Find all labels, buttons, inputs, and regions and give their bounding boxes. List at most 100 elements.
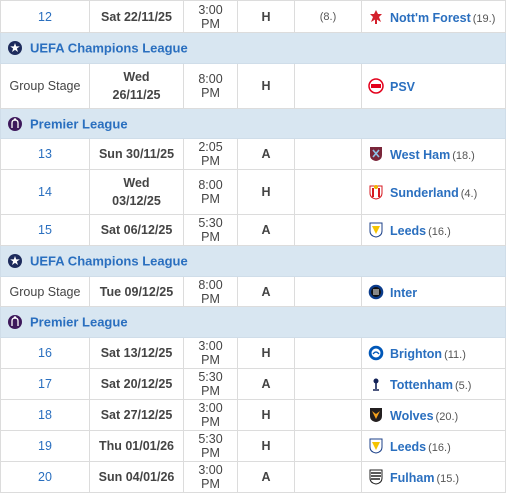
own-position-cell (294, 63, 362, 109)
competition-title[interactable]: UEFA Champions League (30, 253, 188, 269)
date-cell: Sat 22/11/25 (89, 0, 184, 33)
opponent-position: (16.) (428, 442, 451, 454)
kickoff-time-cell: 3:00 PM (183, 337, 238, 369)
fulham-crest-icon (368, 469, 384, 485)
leeds-crest-icon (368, 438, 384, 454)
competition-header: Premier League (0, 306, 506, 338)
date-cell: Sat 27/12/25 (89, 399, 184, 431)
kickoff-time-cell: 5:30 PM (183, 368, 238, 400)
opponent-link[interactable]: Tottenham (390, 378, 453, 392)
opponent-link[interactable]: Nott'm Forest (390, 10, 471, 25)
champions-league-icon (7, 253, 23, 269)
kickoff-time-cell: 5:30 PM (183, 430, 238, 462)
date-line: Thu 01/01/26 (98, 439, 175, 453)
competition-header: Premier League (0, 108, 506, 139)
fixture-row: 14 Wed 03/12/25 8:00 PM H Sunderland (4.) (0, 169, 506, 215)
opponent-position: (20.) (435, 411, 459, 423)
date-cell: Thu 01/01/26 (89, 430, 184, 462)
date-line: Sun 30/11/25 (98, 147, 175, 161)
kickoff-time-cell: 3:00 PM (183, 399, 238, 431)
date-line: Wed (123, 70, 150, 84)
date-cell: Sat 13/12/25 (89, 337, 184, 369)
date-line: 26/11/25 (112, 88, 161, 102)
kickoff-time-cell: 3:00 PM (183, 461, 238, 493)
venue-cell: A (237, 214, 295, 246)
wolves-crest-icon (368, 407, 384, 423)
venue-cell: H (237, 169, 295, 215)
opponent-link[interactable]: Wolves (390, 409, 434, 423)
competition-title[interactable]: Premier League (30, 116, 128, 131)
date-line: Wed (123, 176, 150, 190)
kickoff-time-cell: 3:00 PM (183, 0, 238, 33)
date-cell: Wed 26/11/25 (89, 63, 184, 109)
venue-cell: H (237, 399, 295, 431)
own-position-cell (294, 138, 362, 170)
competition-header: UEFA Champions League (0, 32, 506, 64)
opponent-link[interactable]: Fulham (390, 471, 435, 485)
own-position-cell (294, 214, 362, 246)
opponent-cell: Brighton (11.) (361, 337, 506, 369)
psv-crest-icon (368, 78, 384, 94)
opponent-link[interactable]: Sunderland (390, 186, 459, 200)
round-cell: 17 (0, 368, 90, 400)
opponent-cell: West Ham (18.) (361, 138, 506, 170)
opponent-position: (15.) (436, 473, 460, 485)
date-cell: Sun 04/01/26 (89, 461, 184, 493)
venue-cell: A (237, 461, 295, 493)
competition-title[interactable]: Premier League (30, 314, 128, 330)
opponent-link[interactable]: Leeds (390, 224, 427, 238)
kickoff-time-cell: 2:05 PM (183, 138, 238, 170)
own-position-cell (294, 399, 362, 431)
kickoff-time-cell: 5:30 PM (183, 214, 238, 246)
fixture-row: 16 Sat 13/12/25 3:00 PM H Brighton (11.) (0, 337, 506, 369)
champions-league-icon (7, 40, 23, 56)
competition-title[interactable]: UEFA Champions League (30, 40, 188, 56)
opponent-link[interactable]: Brighton (390, 347, 443, 361)
own-position-cell (294, 368, 362, 400)
kickoff-time-cell: 8:00 PM (183, 276, 238, 307)
venue-cell: A (237, 276, 295, 307)
opponent-position: (5.) (454, 380, 472, 392)
date-line: Sat 20/12/25 (100, 377, 173, 391)
nottm-forest-crest-icon (368, 9, 384, 25)
date-cell: Sat 20/12/25 (89, 368, 184, 400)
own-position-cell (294, 461, 362, 493)
date-cell: Sun 30/11/25 (89, 138, 184, 170)
venue-cell: A (237, 368, 295, 400)
own-position-cell (294, 169, 362, 215)
premier-league-icon (7, 116, 23, 132)
own-position-cell (294, 430, 362, 462)
opponent-link[interactable]: Inter (390, 285, 418, 300)
opponent-cell: Leeds (16.) (361, 430, 506, 462)
opponent-position: (18.) (452, 150, 475, 162)
date-cell: Sat 06/12/25 (89, 214, 184, 246)
round-cell: Group Stage (0, 276, 90, 307)
date-line: Sat 13/12/25 (100, 346, 173, 360)
round-cell: 19 (0, 430, 90, 462)
fixture-row: Group Stage Wed 26/11/25 8:00 PM H PSV (0, 63, 506, 109)
venue-cell: H (237, 63, 295, 109)
round-cell: 18 (0, 399, 90, 431)
round-cell: 16 (0, 337, 90, 369)
round-cell: 20 (0, 461, 90, 493)
opponent-link[interactable]: PSV (390, 80, 416, 94)
opponent-link[interactable]: Leeds (390, 440, 427, 454)
date-line: Sun 04/01/26 (98, 470, 175, 484)
opponent-cell: Wolves (20.) (361, 399, 506, 431)
opponent-cell: Inter (361, 276, 506, 307)
date-line: Tue 09/12/25 (99, 284, 174, 299)
venue-cell: A (237, 138, 295, 170)
own-position-cell (294, 276, 362, 307)
own-position-cell (294, 337, 362, 369)
opponent-cell: Leeds (16.) (361, 214, 506, 246)
opponent-link[interactable]: West Ham (390, 148, 451, 162)
opponent-cell: Fulham (15.) (361, 461, 506, 493)
fixture-row: 15 Sat 06/12/25 5:30 PM A Leeds (16.) (0, 214, 506, 246)
fixture-row: Group Stage Tue 09/12/25 8:00 PM A Inter (0, 276, 506, 307)
opponent-position: (16.) (428, 226, 451, 238)
opponent-position: (11.) (444, 349, 466, 361)
opponent-position: (19.) (472, 12, 496, 25)
